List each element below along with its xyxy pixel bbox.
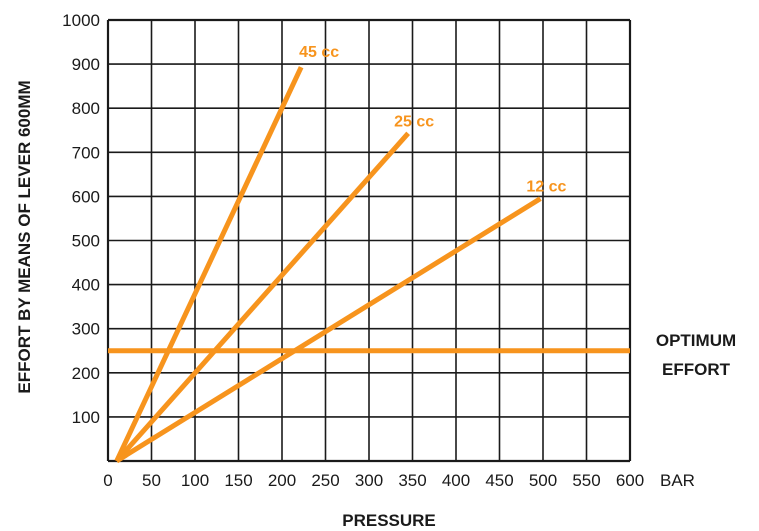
y-tick-label: 100 <box>72 408 100 427</box>
x-tick-label: 450 <box>485 471 513 490</box>
x-tick-label: 200 <box>268 471 296 490</box>
series-lines <box>114 66 542 464</box>
x-tick-label: 100 <box>181 471 209 490</box>
series-label: 45 cc <box>299 44 339 61</box>
x-tick-label: 250 <box>311 471 339 490</box>
x-tick-label: 300 <box>355 471 383 490</box>
x-tick-label: 50 <box>142 471 161 490</box>
x-tick-label: 550 <box>572 471 600 490</box>
optimum-effort-label-line1: OPTIMUM <box>656 331 736 350</box>
x-axis-unit: BAR <box>660 471 695 490</box>
x-tick-label: 150 <box>224 471 252 490</box>
y-tick-label: 400 <box>72 276 100 295</box>
x-tick-label: 400 <box>442 471 470 490</box>
tick-labels: 0 50 100 150 200 250 300 350 400 450 500 550 600 100 2… <box>62 11 644 490</box>
x-tick-label: 500 <box>529 471 557 490</box>
y-tick-label: 300 <box>72 320 100 339</box>
y-tick-label: 800 <box>72 99 100 118</box>
y-axis-title: EFFORT BY MEANS OF LEVER 600MM <box>15 80 34 393</box>
y-tick-label: 700 <box>72 143 100 162</box>
y-tick-label: 600 <box>72 187 100 206</box>
y-tick-label: 500 <box>72 232 100 251</box>
y-tick-label: 1000 <box>62 11 100 30</box>
grid <box>106 18 632 463</box>
series-label: 25 cc <box>394 113 434 130</box>
series-line-25-cc <box>114 131 411 463</box>
x-axis-title: PRESSURE <box>342 511 436 530</box>
series-line-45-cc <box>114 66 304 463</box>
optimum-effort-label-line2: EFFORT <box>662 360 731 379</box>
y-tick-label: 900 <box>72 55 100 74</box>
series-label: 12 cc <box>526 179 566 196</box>
x-tick-label: 0 <box>103 471 112 490</box>
x-tick-label: 350 <box>398 471 426 490</box>
x-tick-label: 600 <box>616 471 644 490</box>
y-tick-label: 200 <box>72 364 100 383</box>
series-line-12-cc <box>115 196 542 464</box>
series-labels: 45 cc 25 cc 12 cc <box>299 44 566 195</box>
